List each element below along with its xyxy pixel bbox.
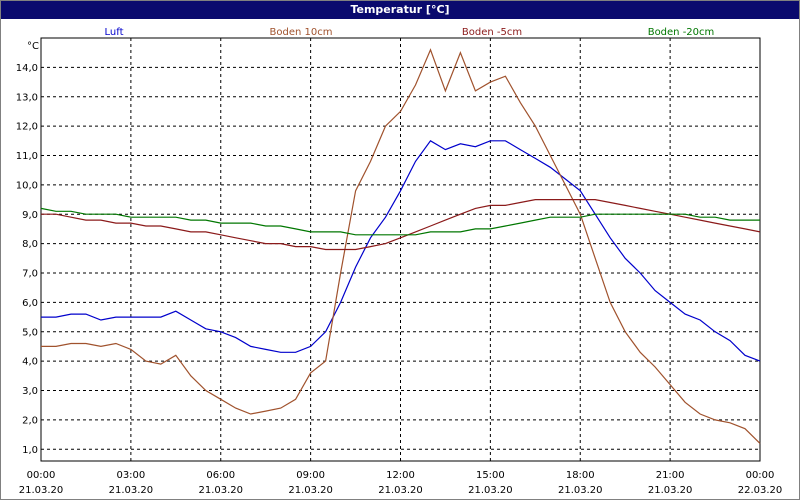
plot-border	[40, 37, 761, 462]
y-tick-label: 2,0	[22, 415, 38, 426]
legend-entry: Boden -5cm	[462, 27, 522, 38]
x-tick-time: 12:00	[386, 470, 415, 481]
y-tick-label: 9,0	[22, 210, 38, 221]
window-title: Temperatur [°C]	[1, 1, 799, 19]
series-line-boden-20cm	[40, 207, 760, 236]
x-tick-date: 21.03.20	[558, 485, 603, 496]
y-tick-label: 4,0	[22, 357, 38, 368]
y-tick-label: 7,0	[22, 269, 38, 280]
y-tick-label: 5,0	[22, 327, 38, 338]
legend-entry: Boden -20cm	[648, 27, 715, 38]
x-tick-time: 06:00	[206, 470, 235, 481]
x-tick-time: 09:00	[296, 470, 325, 481]
x-tick-date: 22.03.20	[738, 485, 783, 496]
x-tick-date: 21.03.20	[19, 485, 64, 496]
y-tick-label: 14,0	[16, 63, 38, 74]
x-tick-date: 21.03.20	[648, 485, 693, 496]
y-tick-label: 12,0	[16, 122, 38, 133]
y-tick-label: 1,0	[22, 445, 38, 456]
x-tick-date: 21.03.20	[378, 485, 423, 496]
series-line-boden-10cm	[41, 48, 761, 444]
y-tick-label: 13,0	[16, 92, 38, 103]
y-tick-label: 8,0	[22, 239, 38, 250]
x-tick-date: 21.03.20	[109, 485, 154, 496]
x-tick-time: 00:00	[746, 470, 775, 481]
legend-entry: Luft	[105, 27, 124, 38]
y-tick-label: 3,0	[22, 386, 38, 397]
y-tick-label: 10,0	[16, 180, 38, 191]
y-axis-label: °C	[27, 41, 39, 52]
y-tick-label: 11,0	[16, 151, 38, 162]
series-lines	[40, 48, 761, 444]
x-tick-time: 00:00	[27, 470, 56, 481]
x-tick-time: 03:00	[116, 470, 145, 481]
legend: Luft Boden 10cm Boden -5cm Boden -20cm	[105, 27, 715, 38]
x-tick-date: 21.03.20	[198, 485, 243, 496]
y-tick-label: 6,0	[22, 298, 38, 309]
x-tick-date: 21.03.20	[468, 485, 513, 496]
legend-entry: Boden 10cm	[270, 27, 333, 38]
series-line-boden-5cm	[41, 199, 761, 251]
x-tick-time: 18:00	[566, 470, 595, 481]
grid	[41, 38, 760, 461]
x-tick-date: 21.03.20	[288, 485, 333, 496]
series-line-luft	[41, 140, 761, 362]
axes: 1,0 2,0 3,0 4,0 5,0 6,0 7,0 8,0 9,0 10,0 11,0 12,0 1…	[16, 37, 783, 496]
x-tick-time: 15:00	[476, 470, 505, 481]
x-tick-time: 21:00	[656, 470, 685, 481]
